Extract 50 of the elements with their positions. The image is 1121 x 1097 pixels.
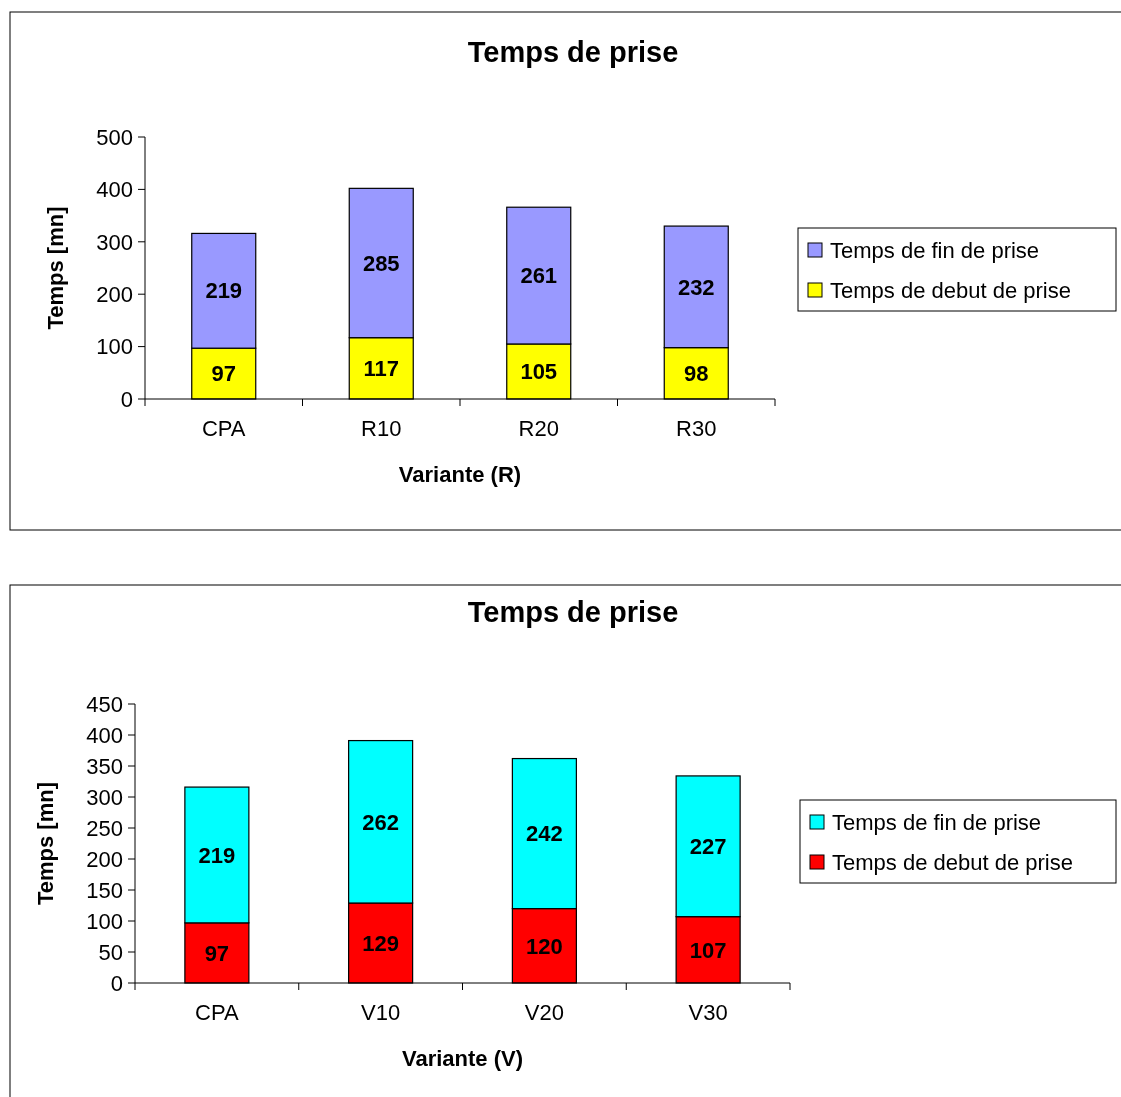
y-tick-label: 350: [86, 753, 123, 779]
y-tick-label: 0: [120, 386, 133, 412]
y-tick-label: 150: [86, 877, 123, 903]
y-tick-label: 300: [96, 229, 133, 255]
y-tick-label: 100: [86, 908, 123, 934]
y-tick-label: 50: [98, 939, 123, 965]
legend-label: Temps de fin de prise: [832, 809, 1042, 835]
data-label: 227: [689, 833, 727, 859]
data-label: 117: [363, 356, 399, 382]
data-label: 242: [526, 821, 563, 847]
data-label: 120: [526, 933, 563, 959]
data-label: 97: [211, 361, 236, 387]
y-tick-label: 200: [86, 846, 123, 872]
y-axis-title: Temps [mn]: [33, 781, 58, 906]
data-label: 105: [520, 359, 558, 385]
x-tick-label: V10: [361, 1000, 401, 1025]
chart-title: Temps de prise: [467, 36, 679, 69]
x-tick-label: R30: [676, 416, 717, 441]
data-label: 107: [689, 937, 727, 963]
data-label: 285: [362, 250, 400, 276]
data-label: 232: [677, 274, 715, 300]
data-label: 98: [684, 361, 709, 387]
chart-title: Temps de prise: [467, 596, 679, 629]
data-label: 261: [520, 263, 558, 289]
data-label: 219: [198, 842, 236, 868]
x-axis-title: Variante (V): [401, 1046, 524, 1071]
data-label: 262: [362, 809, 399, 835]
x-tick-label: V20: [524, 1000, 564, 1025]
legend-label: Temps de debut de prise: [830, 277, 1071, 303]
x-tick-label: R10: [361, 416, 402, 441]
x-axis-title: Variante (R): [398, 462, 522, 487]
y-tick-label: 400: [96, 177, 133, 203]
y-tick-label: 250: [86, 815, 123, 841]
x-tick-label: CPA: [195, 1000, 239, 1025]
data-label: 97: [204, 940, 230, 966]
y-tick-label: 450: [86, 691, 123, 717]
y-tick-label: 0: [110, 970, 123, 996]
y-tick-label: 300: [86, 784, 123, 810]
y-tick-label: 400: [86, 722, 123, 748]
y-tick-label: 100: [96, 334, 133, 360]
y-axis-title: Temps [mn]: [43, 206, 68, 330]
legend-label: Temps de fin de prise: [830, 237, 1040, 263]
y-tick-label: 200: [96, 281, 133, 307]
legend-label: Temps de debut de prise: [832, 849, 1073, 875]
data-label: 129: [362, 930, 399, 956]
x-tick-label: V30: [688, 1000, 728, 1025]
y-tick-label: 500: [96, 124, 133, 150]
x-tick-label: CPA: [201, 416, 246, 441]
data-label: 219: [205, 278, 243, 304]
x-tick-label: R20: [518, 416, 559, 441]
